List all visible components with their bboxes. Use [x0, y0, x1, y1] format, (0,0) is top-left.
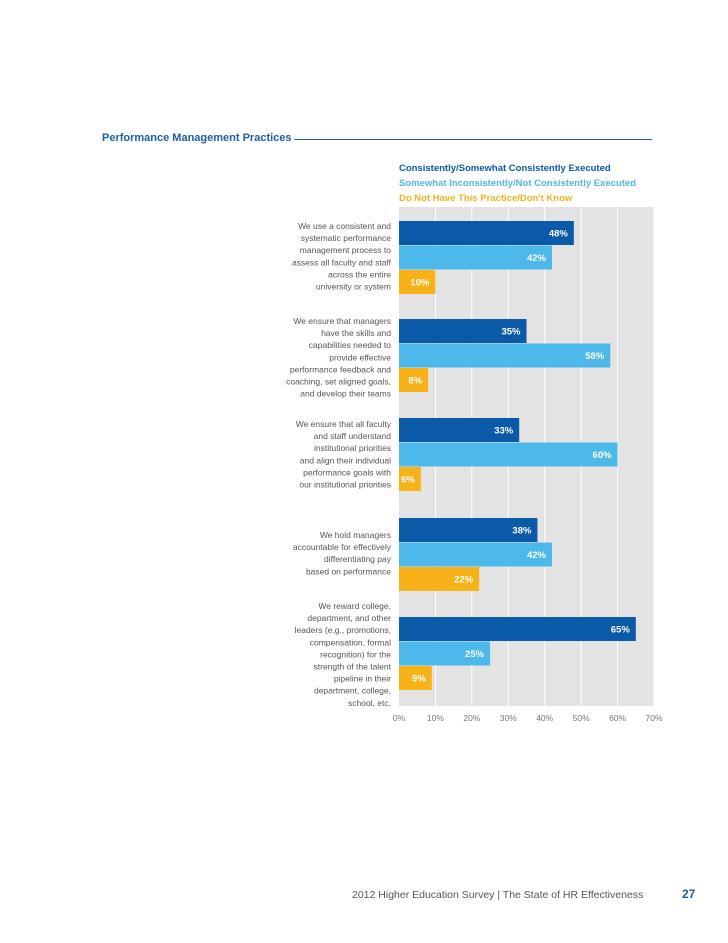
category-label-line: and staff understand: [314, 431, 392, 441]
x-tick-label: 50%: [573, 713, 590, 723]
x-tick-label: 70%: [645, 713, 662, 723]
category-label-line: university or system: [316, 282, 391, 292]
category-label: We reward college, department, and other l…: [295, 601, 392, 708]
title-rule: [294, 139, 652, 140]
category-label-line: compensation, formal: [310, 637, 391, 647]
data-label: 6%: [401, 475, 415, 486]
bar-s3-c1: [399, 270, 436, 294]
data-label: 38%: [512, 526, 532, 537]
category-label-line: accountable for effectively: [293, 542, 392, 552]
category-label-line: We hold managers: [320, 530, 391, 540]
category-label: We use a consistent and systematic perfor…: [292, 221, 392, 292]
data-label: 10%: [410, 278, 430, 289]
data-label: 35%: [501, 327, 521, 338]
category-label-line: and align their individual: [300, 455, 391, 465]
category-label-line: We use a consistent and: [298, 221, 391, 231]
category-label: We ensure that managers have the skills a…: [286, 316, 391, 399]
x-tick-label: 10%: [427, 713, 444, 723]
category-label-line: coaching, set aligned goals,: [286, 377, 391, 387]
bar-s3-c3: [399, 467, 421, 491]
data-label: 8%: [408, 376, 422, 387]
legend-item-inconsistent: Somewhat Inconsistently/Not Consistently…: [399, 178, 637, 189]
x-tick-label: 20%: [463, 713, 480, 723]
legend: Consistently/Somewhat Consistently Execu…: [399, 161, 636, 206]
x-tick-label: 40%: [536, 713, 553, 723]
category-label-line: recognition) for the: [320, 649, 391, 659]
bar-s2-c1: [399, 245, 552, 270]
category-label-line: pipeline in their: [334, 674, 391, 684]
category-label-line: provide effective: [329, 352, 391, 362]
data-label: 60%: [593, 450, 613, 461]
bar-s3-c5: [399, 666, 432, 690]
category-label-line: across the entire: [328, 269, 391, 279]
category-label-line: systematic performance: [301, 233, 391, 243]
category-label-line: We reward college,: [318, 601, 391, 611]
category-label-line: and develop their teams: [300, 389, 391, 399]
x-tick-label: 30%: [500, 713, 517, 723]
bar-s1-c5: [399, 617, 636, 641]
category-label-line: department, college,: [314, 686, 391, 696]
legend-item-consistent: Consistently/Somewhat Consistently Execu…: [399, 163, 611, 174]
bar-s2-c5: [399, 641, 491, 666]
category-label-line: performance feedback and: [290, 364, 391, 374]
category-label-line: strength of the talent: [314, 662, 392, 672]
category-label-line: management process to: [300, 245, 391, 255]
category-label: We ensure that all faculty and staff unde…: [296, 419, 392, 490]
category-label-line: We ensure that all faculty: [296, 419, 392, 429]
bar-s3-c4: [399, 567, 480, 591]
category-label-line: have the skills and: [321, 328, 391, 338]
footer-text: 2012 Higher Education Survey | The State…: [352, 889, 644, 901]
data-label: 22%: [454, 575, 474, 586]
bar-s2-c4: [399, 542, 552, 567]
data-label: 25%: [465, 649, 485, 660]
category-label-line: capabilities needed to: [309, 340, 392, 350]
category-label-line: institutional priorities: [314, 443, 391, 453]
bar-s1-c3: [399, 418, 520, 442]
category-label-line: performance goals with: [303, 467, 391, 477]
category-label-line: department, and other: [307, 613, 391, 623]
x-tick-label: 0%: [393, 713, 406, 723]
category-label-line: We ensure that managers: [293, 316, 391, 326]
data-label: 9%: [412, 674, 426, 685]
page-number: 27: [682, 887, 696, 901]
bar-s3-c2: [399, 368, 429, 392]
x-tick-label: 60%: [609, 713, 626, 723]
bar-s2-c2: [399, 343, 611, 368]
bar-s1-c2: [399, 319, 527, 343]
category-label-line: assess all faculty and staff: [292, 257, 392, 267]
category-label-line: school, etc.: [348, 698, 391, 708]
category-label-line: based on performance: [306, 566, 391, 576]
data-label: 42%: [527, 253, 547, 264]
legend-item-no-practice: Do Not Have This Practice/Don't Know: [399, 193, 573, 204]
data-label: 42%: [527, 550, 547, 561]
data-label: 58%: [585, 351, 605, 362]
bar-s1-c1: [399, 221, 574, 245]
category-label-line: our institutional priorities: [299, 480, 391, 490]
bar-s1-c4: [399, 518, 538, 542]
chart-title: Performance Management Practices: [102, 132, 292, 144]
data-label: 48%: [549, 229, 569, 240]
bar-s2-c3: [399, 442, 618, 467]
category-label-line: differentiating pay: [324, 554, 392, 564]
category-label-line: leaders (e.g., promotions,: [295, 625, 391, 635]
data-label: 65%: [611, 625, 631, 636]
data-label: 33%: [494, 426, 514, 437]
category-label: We hold managers accountable for effectiv…: [293, 530, 392, 576]
